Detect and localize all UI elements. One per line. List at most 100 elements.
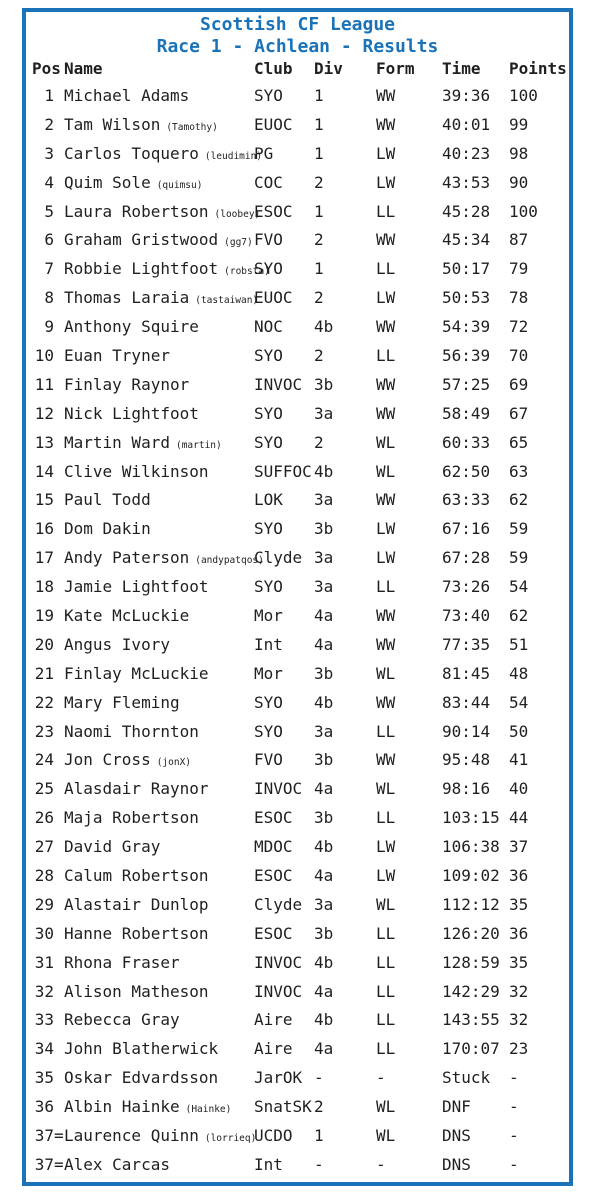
table-row: 34 John Blatherwick Aire 4a LL 170:07 23 bbox=[26, 1034, 569, 1063]
table-row: 12 Nick Lightfoot SYO 3a WW 58:49 67 bbox=[26, 399, 569, 428]
cell-club: UCDO bbox=[254, 1126, 293, 1145]
table-row: 21 Finlay McLuckie Mor 3b WL 81:45 48 bbox=[26, 659, 569, 688]
results-frame: Scottish CF League Race 1 - Achlean - Re… bbox=[22, 8, 573, 1186]
cell-div: 2 bbox=[314, 230, 324, 250]
cell-points: 59 bbox=[509, 519, 529, 539]
cell-time: 98:16 bbox=[442, 779, 491, 799]
page-title: Scottish CF League Race 1 - Achlean - Re… bbox=[26, 14, 569, 58]
cell-club: INVOC bbox=[254, 779, 303, 799]
cell-club: PG bbox=[254, 143, 274, 163]
cell-club: SYO bbox=[254, 85, 283, 105]
cell-club: FVO bbox=[254, 750, 283, 770]
cell-points: 63 bbox=[509, 461, 529, 481]
runner-name: Angus Ivory bbox=[64, 634, 170, 654]
cell-club: ESOC bbox=[254, 808, 293, 828]
cell-points: 79 bbox=[509, 259, 529, 279]
cell-pos-tie: = bbox=[54, 1126, 64, 1145]
table-row: 15 Paul Todd LOK 3a WW 63:33 62 bbox=[26, 485, 569, 514]
cell-div: 4a bbox=[314, 779, 334, 799]
cell-club: SYO bbox=[254, 519, 283, 539]
cell-form: LW bbox=[376, 143, 396, 163]
cell-form: LL bbox=[376, 952, 396, 972]
cell-div: 3b bbox=[314, 519, 334, 539]
runner-name: David Gray bbox=[64, 837, 161, 857]
cell-name: Paul Todd bbox=[64, 490, 254, 509]
runner-name: Paul Todd bbox=[64, 490, 151, 510]
cell-time: 54:39 bbox=[442, 317, 491, 337]
cell-time: 73:40 bbox=[442, 605, 491, 625]
cell-name: Maja Robertson bbox=[64, 808, 254, 827]
cell-points: 98 bbox=[509, 143, 529, 163]
cell-div: 3b bbox=[314, 750, 334, 770]
cell-pos: 5 bbox=[44, 201, 54, 221]
cell-pos: 36 bbox=[34, 1097, 54, 1117]
cell-club: SUFFOC bbox=[254, 461, 312, 481]
table-row: 9 Anthony Squire NOC 4b WW 54:39 72 bbox=[26, 312, 569, 341]
table-row: 16 Dom Dakin SYO 3b LW 67:16 59 bbox=[26, 514, 569, 543]
cell-div: 2 bbox=[314, 1097, 324, 1117]
cell-time: 128:59 bbox=[442, 952, 500, 972]
cell-club: JarOK bbox=[254, 1068, 303, 1088]
cell-pos: 6 bbox=[44, 230, 54, 250]
runner-name: Andy Paterson bbox=[64, 548, 190, 568]
table-row: 37 = Alex Carcas Int - - DNS - bbox=[26, 1150, 569, 1179]
cell-form: LL bbox=[376, 721, 396, 741]
cell-club: COC bbox=[254, 172, 283, 192]
cell-club: Int bbox=[254, 634, 283, 654]
cell-form: WW bbox=[376, 605, 396, 625]
cell-points: - bbox=[509, 1126, 519, 1145]
cell-div: 4b bbox=[314, 317, 334, 337]
cell-points: - bbox=[509, 1097, 519, 1117]
table-row: 6 Graham Gristwood (gg7) FVO 2 WW 45:34 87 bbox=[26, 225, 569, 254]
cell-points: - bbox=[509, 1154, 519, 1174]
cell-club: EUOC bbox=[254, 114, 293, 134]
runner-name: Rebecca Gray bbox=[64, 1010, 180, 1030]
cell-pos: 32 bbox=[34, 981, 54, 1001]
cell-name: Naomi Thornton bbox=[64, 722, 254, 741]
cell-pos: 1 bbox=[44, 85, 54, 105]
cell-name: Hanne Robertson bbox=[64, 924, 254, 943]
cell-form: WL bbox=[376, 894, 396, 914]
cell-form: WL bbox=[376, 432, 396, 452]
cell-pos: 18 bbox=[34, 577, 54, 597]
cell-form: LL bbox=[376, 259, 396, 279]
cell-points: 37 bbox=[509, 837, 529, 857]
cell-time: 126:20 bbox=[442, 923, 500, 943]
runner-name: Carlos Toquero bbox=[64, 143, 199, 163]
runner-handle: (robsta) bbox=[224, 266, 270, 278]
runner-name: Dom Dakin bbox=[64, 519, 151, 539]
cell-points: 90 bbox=[509, 172, 529, 192]
cell-club: SYO bbox=[254, 692, 283, 712]
cell-pos: 21 bbox=[34, 663, 54, 683]
cell-name: Graham Gristwood (gg7) bbox=[64, 230, 254, 249]
cell-time: 81:45 bbox=[442, 663, 491, 683]
cell-name: Alex Carcas bbox=[64, 1155, 254, 1174]
cell-name: Robbie Lightfoot (robsta) bbox=[64, 259, 270, 278]
cell-form: WW bbox=[376, 403, 396, 423]
results-rows: 1 Michael Adams SYO 1 WW 39:36 100 2 Tam Wilson (… bbox=[26, 81, 569, 1179]
cell-name: Thomas Laraia (tastaiwan) bbox=[64, 288, 258, 307]
cell-club: Clyde bbox=[254, 548, 303, 568]
cell-form: WL bbox=[376, 1097, 396, 1117]
cell-form: WW bbox=[376, 114, 396, 134]
cell-time: 83:44 bbox=[442, 692, 491, 712]
cell-name: Tam Wilson (Tamothy) bbox=[64, 115, 254, 134]
cell-form: WW bbox=[376, 317, 396, 337]
table-row: 14 Clive Wilkinson SUFFOC 4b WL 62:50 63 bbox=[26, 457, 569, 486]
cell-time: 73:26 bbox=[442, 577, 491, 597]
cell-form: LL bbox=[376, 345, 396, 365]
cell-form: WL bbox=[376, 663, 396, 683]
cell-pos: 25 bbox=[34, 779, 54, 799]
cell-name: Albin Hainke (Hainke) bbox=[64, 1097, 254, 1116]
cell-points: 54 bbox=[509, 692, 529, 712]
cell-pos: 23 bbox=[34, 721, 54, 741]
cell-form: - bbox=[376, 1068, 386, 1088]
cell-pos: 24 bbox=[34, 750, 54, 770]
runner-handle: (quimsu) bbox=[156, 179, 203, 191]
cell-name: Quim Sole (quimsu) bbox=[64, 173, 254, 192]
cell-div: - bbox=[314, 1068, 324, 1088]
cell-time: 112:12 bbox=[442, 894, 500, 914]
cell-name: Angus Ivory bbox=[64, 635, 254, 654]
cell-pos: 17 bbox=[34, 548, 54, 568]
cell-div: 4b bbox=[314, 692, 334, 712]
